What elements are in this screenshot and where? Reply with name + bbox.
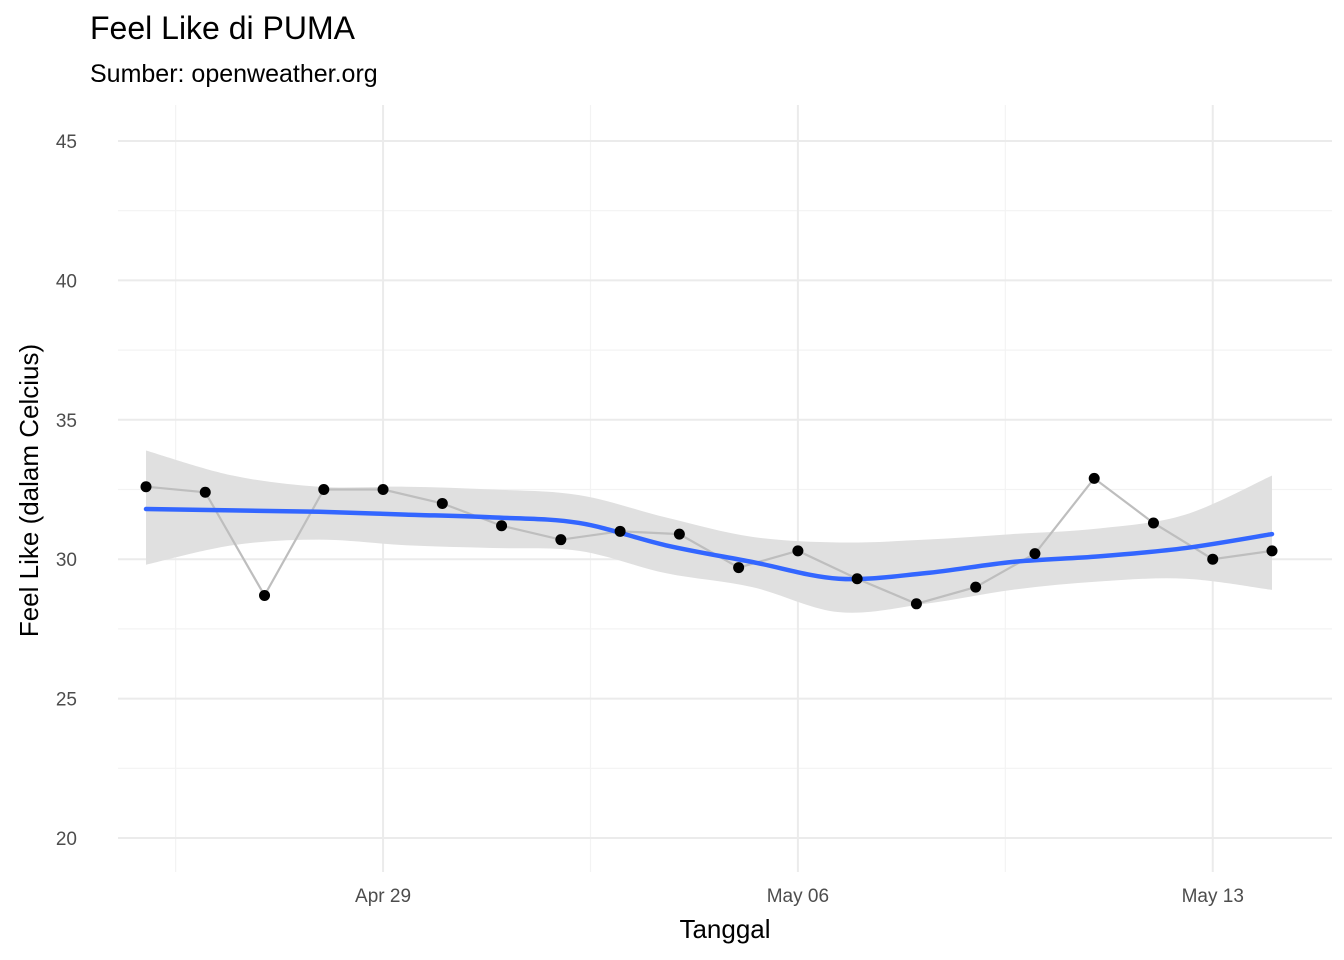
data-point: [614, 525, 626, 537]
data-point: [555, 534, 567, 546]
raw-series-line: [145, 476, 1273, 605]
data-point: [140, 481, 152, 493]
y-tick-label: 25: [56, 690, 77, 711]
x-axis-title: Tanggal: [679, 914, 770, 944]
x-axis-tick-labels: Apr 29 May 06 May 13: [355, 886, 1244, 907]
y-tick-label: 40: [56, 271, 77, 292]
data-point: [259, 589, 271, 601]
data-point: [733, 562, 745, 574]
data-point: [1207, 553, 1219, 565]
y-axis-title: Feel Like (dalam Celcius): [14, 344, 44, 637]
x-tick-label: Apr 29: [355, 886, 411, 907]
data-point: [1147, 517, 1159, 529]
minor-gridlines: [118, 105, 1332, 872]
data-point: [910, 598, 922, 610]
data-point: [318, 484, 330, 495]
data-point: [673, 528, 685, 540]
data-point: [199, 486, 211, 498]
y-tick-label: 20: [56, 829, 77, 850]
x-tick-label: May 06: [767, 886, 829, 907]
data-point: [970, 581, 982, 593]
data-point: [792, 545, 804, 557]
chart-subtitle: Sumber: openweather.org: [90, 60, 378, 88]
data-point: [1088, 472, 1100, 484]
data-points: [140, 472, 1278, 610]
y-tick-label: 30: [56, 550, 77, 571]
data-point: [496, 520, 508, 532]
data-point: [1266, 545, 1278, 557]
trend-line: [143, 506, 1275, 582]
data-point: [377, 484, 389, 495]
chart-title: Feel Like di PUMA: [90, 10, 355, 46]
data-point: [436, 497, 448, 509]
confidence-band: [146, 450, 1272, 613]
y-tick-label: 45: [56, 132, 77, 153]
y-axis-tick-labels: 20 25 30 35 40 45: [56, 132, 77, 850]
y-tick-label: 35: [56, 411, 77, 432]
data-point: [851, 573, 863, 585]
x-tick-label: May 13: [1182, 886, 1244, 907]
data-point: [1029, 548, 1041, 560]
